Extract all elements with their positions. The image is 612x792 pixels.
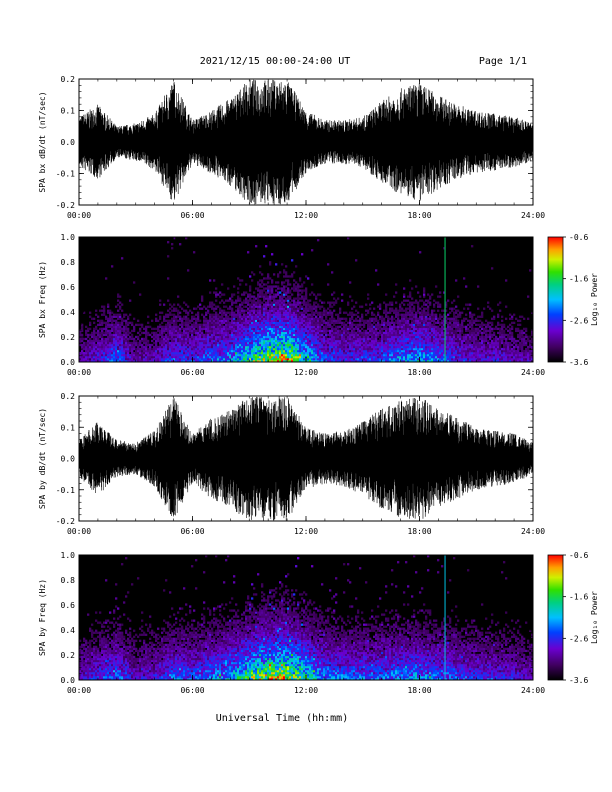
y-tick-label: 0.2 — [61, 392, 76, 401]
colorbar-tick-label: -1.6 — [569, 275, 588, 284]
x-tick-label: 12:00 — [294, 527, 318, 536]
panels: 0.20.10.0-0.1-0.200:00 06:00 12:00 18:00 24:… — [38, 75, 599, 695]
y-tick-label: 0.1 — [61, 107, 76, 116]
y-tick-label: -0.1 — [56, 486, 75, 495]
y-tick-label: 0.2 — [61, 651, 76, 660]
x-tick-label: 24:00 — [521, 368, 545, 377]
y-axis-label: SPA by dB/dt (nT/sec) — [38, 408, 47, 509]
x-tick-label: 00:00 — [67, 368, 91, 377]
x-tick-label: 06:00 — [180, 211, 204, 220]
x-tick-label: 06:00 — [180, 368, 204, 377]
colorbar-tick-label: -0.6 — [569, 551, 588, 560]
figure-title: 2021/12/15 00:00-24:00 UT — [200, 56, 351, 67]
x-tick-label: 12:00 — [294, 686, 318, 695]
x-tick-label: 24:00 — [521, 686, 545, 695]
bx-spectrogram-panel: -0.6 -1.6 -2.6 -3.6 Log₁₀ Power 1.0 0.8 0.6 0.4 0… — [38, 233, 599, 377]
colorbar-tick-label: -3.6 — [569, 358, 588, 367]
x-tick-label: 24:00 — [521, 211, 545, 220]
x-tick-label: 12:00 — [294, 211, 318, 220]
x-tick-label: 06:00 — [180, 686, 204, 695]
y-tick-label: 1.0 — [61, 551, 76, 560]
y-tick-label: 0.0 — [61, 358, 76, 367]
x-tick-label: 18:00 — [407, 527, 431, 536]
y-tick-label: -0.2 — [56, 517, 75, 526]
x-tick-label: 24:00 — [521, 527, 545, 536]
y-axis-label: SPA bx dB/dt (nT/sec) — [38, 91, 47, 192]
y-tick-label: 0.2 — [61, 333, 76, 342]
by-spectrogram-panel: -0.6 -1.6 -2.6 -3.6 Log₁₀ Power 1.0 0.8 0.6 0.4 0… — [38, 551, 599, 695]
y-tick-label: 0.1 — [61, 423, 76, 432]
colorbar-tick-label: -3.6 — [569, 676, 588, 685]
colorbar — [547, 554, 564, 681]
page-number: Page 1/1 — [479, 56, 527, 67]
y-tick-label: 0.4 — [61, 308, 76, 317]
colorbar — [547, 236, 564, 363]
y-tick-label: 0.0 — [61, 138, 76, 147]
y-tick-label: 0.4 — [61, 626, 76, 635]
y-axis-label: SPA by Freq (Hz) — [38, 579, 47, 656]
x-axis-title: Universal Time (hh:mm) — [216, 713, 348, 724]
colorbar-tick-label: -2.6 — [569, 634, 588, 643]
x-tick-label: 00:00 — [67, 686, 91, 695]
y-tick-label: 0.2 — [61, 75, 76, 84]
y-tick-label: 1.0 — [61, 233, 76, 242]
colorbar-label: Log₁₀ Power — [590, 273, 599, 326]
colorbar-tick-label: -0.6 — [569, 233, 588, 242]
x-tick-label: 18:00 — [407, 211, 431, 220]
y-tick-label: 0.6 — [61, 601, 76, 610]
x-tick-label: 18:00 — [407, 368, 431, 377]
x-tick-label: 18:00 — [407, 686, 431, 695]
colorbar-label: Log₁₀ Power — [590, 591, 599, 644]
y-axis-label: SPA bx Freq (Hz) — [38, 261, 47, 338]
y-tick-label: 0.8 — [61, 258, 76, 267]
y-tick-label: 0.8 — [61, 576, 76, 585]
y-tick-label: -0.2 — [56, 201, 75, 210]
bx-waveform-panel: 0.2 0.1 0.0 -0.1 -0.200:00 06:00 12:00 18:00 24:… — [38, 75, 545, 220]
y-tick-label: 0.0 — [61, 455, 76, 464]
spectrogram-cells — [79, 555, 534, 681]
x-tick-label: 00:00 — [67, 527, 91, 536]
x-tick-label: 00:00 — [67, 211, 91, 220]
spectrogram-cells — [79, 237, 534, 363]
y-tick-label: -0.1 — [56, 170, 75, 179]
y-tick-label: 0.0 — [61, 676, 76, 685]
x-tick-label: 12:00 — [294, 368, 318, 377]
colorbar-tick-label: -2.6 — [569, 316, 588, 325]
colorbar-tick-label: -1.6 — [569, 593, 588, 602]
y-tick-label: 0.6 — [61, 283, 76, 292]
x-tick-label: 06:00 — [180, 527, 204, 536]
by-waveform-panel: 0.2 0.1 0.0 -0.1 -0.200:00 06:00 12:00 18:00 24:… — [38, 392, 545, 536]
